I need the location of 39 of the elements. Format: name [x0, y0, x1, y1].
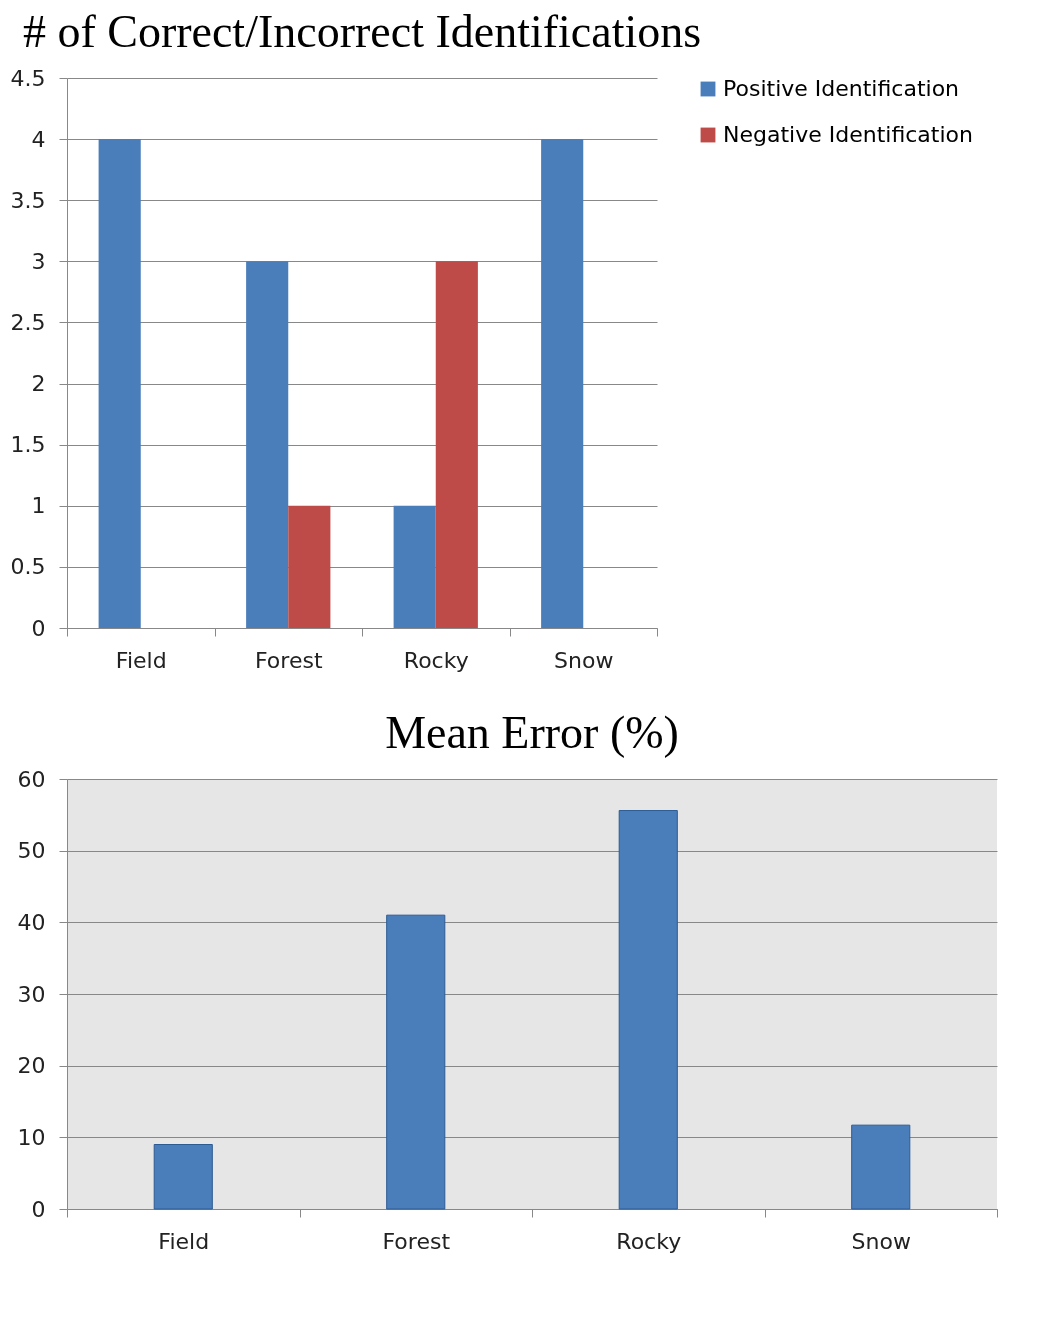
y-tick-label: 3.5	[10, 187, 46, 213]
x-tick-label: Field	[158, 1228, 210, 1254]
y-tick-label: 20	[17, 1053, 46, 1079]
bar	[618, 810, 678, 1210]
chart-title: # of Correct/Incorrect Identifications	[22, 6, 702, 57]
x-tick-label: Snow	[851, 1228, 911, 1254]
y-tick-label: 3	[31, 248, 46, 274]
x-tick-label: Field	[115, 647, 167, 673]
x-tick-label: Rocky	[616, 1228, 682, 1254]
bar	[246, 261, 289, 628]
y-tick-label: 60	[17, 766, 46, 792]
y-tick-label: 40	[17, 909, 46, 935]
bar	[851, 1124, 911, 1210]
bar	[288, 505, 331, 628]
chart-title: Mean Error (%)	[385, 707, 679, 758]
x-tick-label: Forest	[382, 1228, 451, 1254]
y-tick-label: 0.5	[10, 554, 46, 580]
y-tick-label: 0	[31, 1196, 46, 1222]
bar	[386, 914, 446, 1210]
y-tick-label: 4.5	[10, 65, 46, 91]
y-tick-label: 0	[31, 615, 46, 641]
bar	[435, 261, 478, 628]
y-tick-label: 1	[31, 493, 46, 519]
y-tick-label: 10	[17, 1124, 46, 1150]
y-tick-label: 2.5	[10, 309, 46, 335]
x-tick-label: Snow	[554, 647, 614, 673]
bar	[153, 1144, 213, 1210]
x-tick-label: Rocky	[403, 647, 469, 673]
y-tick-label: 2	[31, 371, 46, 397]
y-tick-label: 4	[31, 126, 46, 152]
y-tick-label: 30	[17, 981, 46, 1007]
y-tick-label: 1.5	[10, 432, 46, 458]
x-tick-label: Forest	[254, 647, 323, 673]
legend-label: Negative Identification	[723, 122, 973, 147]
bar	[541, 139, 584, 628]
legend-label: Positive Identification	[723, 76, 960, 101]
bar	[393, 505, 436, 628]
bar	[98, 139, 141, 628]
y-tick-label: 50	[17, 838, 46, 864]
